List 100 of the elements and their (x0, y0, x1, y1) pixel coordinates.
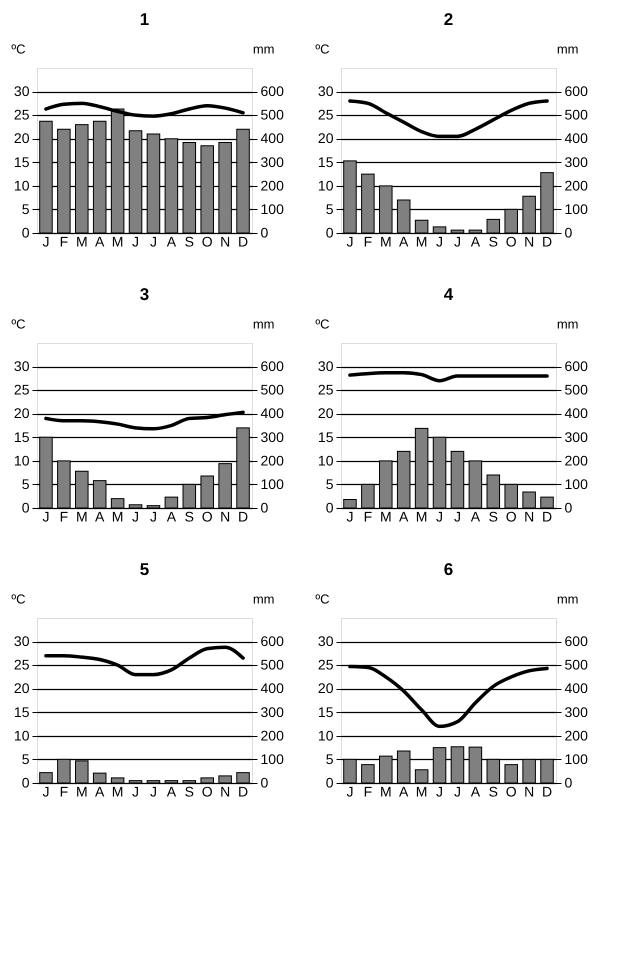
chart-title: 4 (444, 285, 454, 304)
x-tick-label: M (416, 234, 428, 250)
x-tick-label: F (60, 508, 68, 524)
y-tick-label: 25 (14, 382, 30, 398)
y-axis-title: ºC (315, 592, 330, 606)
x-tick-label: N (220, 784, 230, 800)
x-tick-label: D (542, 234, 552, 250)
y-tick-label: 0 (22, 500, 30, 516)
x-tick-label: A (399, 508, 410, 524)
y-tick-label: 10 (318, 177, 334, 194)
y2-tick-label: 400 (564, 405, 588, 422)
x-tick-label: M (416, 508, 428, 524)
y2-tick-label: 500 (260, 382, 284, 398)
y-tick-label: 0 (326, 224, 334, 240)
x-tick-label: J (150, 508, 157, 524)
x-tick-label: N (524, 234, 534, 250)
y-tick-label: 20 (318, 405, 334, 422)
x-tick-label: A (95, 508, 106, 524)
y2-tick-label: 300 (260, 154, 284, 170)
x-tick-label: M (380, 784, 392, 800)
x-tick-label: J (436, 508, 444, 524)
y2-tick-label: 500 (564, 106, 588, 123)
y2-tick-label: 100 (564, 750, 588, 767)
y2-tick-label: 400 (260, 130, 284, 146)
y-tick-label: 5 (22, 200, 30, 217)
x-tick-label: S (184, 784, 194, 800)
y2-tick-label: 200 (260, 177, 284, 194)
x-tick-label: J (346, 784, 354, 800)
x-tick-label: M (112, 234, 124, 250)
x-tick-label: A (399, 234, 410, 250)
y2-tick-label: 200 (564, 727, 588, 744)
y2-tick-label: 600 (260, 358, 284, 374)
y-tick-label: 30 (14, 83, 30, 100)
y-tick-label: 30 (318, 358, 334, 374)
x-tick-label: F (60, 234, 68, 250)
x-tick-label: M (112, 784, 124, 800)
y2-tick-label: 300 (564, 704, 588, 720)
x-tick-label: J (42, 234, 50, 250)
y-tick-label: 15 (318, 428, 334, 445)
x-tick-label: J (42, 784, 50, 800)
x-tick-label: J (346, 508, 354, 524)
y2-tick-label: 200 (260, 452, 284, 468)
chart-title: 6 (444, 560, 454, 579)
y-tick-label: 25 (14, 656, 30, 673)
x-tick-label: S (184, 234, 194, 250)
y2-tick-label: 100 (260, 750, 284, 767)
y2-tick-label: 500 (260, 106, 284, 123)
y2-tick-label: 300 (260, 704, 284, 720)
x-tick-label: J (42, 508, 50, 524)
y2-tick-label: 0 (564, 224, 572, 240)
x-tick-label: N (220, 508, 230, 524)
x-tick-label: F (364, 234, 372, 250)
x-tick-label: J (454, 508, 461, 524)
x-tick-label: J (454, 234, 461, 250)
y-tick-label: 25 (318, 106, 334, 123)
y-axis-title: ºC (11, 316, 26, 332)
y2-axis-title: mm (556, 592, 578, 606)
x-tick-label: F (60, 784, 68, 800)
y-tick-label: 10 (318, 727, 334, 744)
x-tick-label: N (220, 234, 230, 250)
y-tick-label: 25 (318, 656, 334, 673)
y-tick-label: 0 (22, 774, 30, 790)
y2-tick-label: 100 (564, 476, 588, 492)
y-tick-label: 15 (14, 154, 30, 170)
y-tick-label: 0 (326, 774, 334, 790)
y2-tick-label: 300 (564, 428, 588, 445)
x-tick-label: J (132, 508, 140, 524)
x-tick-label: J (346, 234, 354, 250)
x-tick-label: O (506, 234, 517, 250)
y2-tick-label: 0 (260, 224, 268, 240)
x-tick-label: F (364, 784, 372, 800)
x-tick-label: M (76, 234, 88, 250)
x-tick-label: M (112, 508, 124, 524)
y2-tick-label: 300 (260, 428, 284, 445)
x-tick-label: M (76, 508, 88, 524)
y2-tick-label: 600 (260, 83, 284, 100)
y-tick-label: 15 (14, 704, 30, 720)
y-tick-label: 10 (14, 452, 30, 468)
x-tick-label: S (488, 234, 498, 250)
y-tick-label: 5 (326, 476, 334, 492)
chart-title: 3 (140, 285, 150, 304)
y-axis-title: ºC (315, 316, 330, 332)
y2-tick-label: 400 (260, 680, 284, 696)
y-tick-label: 5 (326, 750, 334, 767)
y-tick-label: 15 (14, 428, 30, 445)
x-tick-label: A (399, 784, 410, 800)
y2-tick-label: 600 (564, 83, 588, 100)
y-tick-label: 5 (22, 750, 30, 767)
y2-tick-label: 100 (260, 476, 284, 492)
y2-tick-label: 200 (564, 177, 588, 194)
x-tick-label: M (416, 784, 428, 800)
x-tick-label: M (76, 784, 88, 800)
y2-tick-label: 400 (564, 680, 588, 696)
x-tick-label: F (364, 508, 372, 524)
y-tick-label: 0 (326, 500, 334, 516)
y-tick-label: 15 (318, 154, 334, 170)
y-tick-label: 20 (14, 130, 30, 146)
line-series (348, 370, 549, 382)
x-tick-label: A (470, 234, 481, 250)
y-tick-label: 15 (318, 704, 334, 720)
